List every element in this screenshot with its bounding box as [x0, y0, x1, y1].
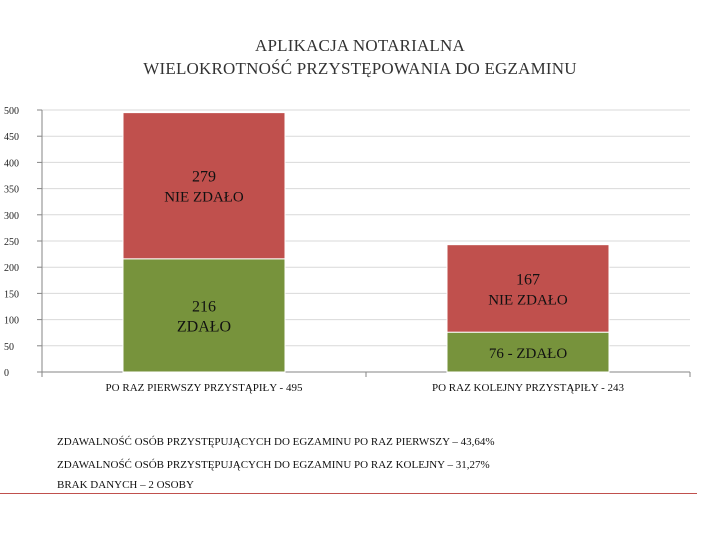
pass-rate-repeat-attempt-note: ZDAWALNOŚĆ OSÓB PRZYSTĘPUJĄCYCH DO EGZAM…: [57, 459, 490, 471]
y-tick-label: 500: [4, 106, 19, 117]
y-tick-label: 150: [4, 289, 19, 300]
y-tick-label: 450: [4, 132, 19, 143]
data-label: 216: [192, 298, 216, 315]
chart-title-line-2: WIELOKROTNOŚĆ PRZYSTĘPOWANIA DO EGZAMINU: [143, 59, 577, 78]
y-tick-label: 0: [4, 368, 9, 379]
missing-data-note: BRAK DANYCH – 2 OSOBY: [57, 479, 194, 491]
x-category-label: PO RAZ PIERWSZY PRZYSTĄPIŁY - 495: [106, 382, 303, 394]
data-label: ZDAŁO: [177, 318, 231, 335]
data-label: 167: [516, 271, 540, 288]
data-label: NIE ZDAŁO: [164, 190, 244, 206]
data-label: 279: [192, 169, 216, 186]
data-label: NIE ZDAŁO: [488, 292, 568, 308]
x-category-label: PO RAZ KOLEJNY PRZYSTĄPIŁY - 243: [432, 382, 624, 394]
bar-segment-passed: [446, 331, 610, 373]
y-tick-label: 300: [4, 211, 19, 222]
pass-rate-first-attempt-note: ZDAWALNOŚĆ OSÓB PRZYSTĘPUJĄCYCH DO EGZAM…: [57, 436, 495, 448]
bar-segment-failed: [446, 244, 610, 333]
y-tick-label: 50: [4, 342, 14, 353]
y-tick-label: 400: [4, 158, 19, 169]
bottom-divider: [0, 493, 697, 494]
bar-segment-failed: [122, 112, 286, 260]
y-tick-label: 200: [4, 263, 19, 274]
y-tick-label: 250: [4, 237, 19, 248]
y-tick-label: 100: [4, 316, 19, 327]
bar-chart: 0 50 100 150 200 250 300 350 400 450 500 216 ZDAŁO 27…: [4, 106, 691, 394]
y-tick-label: 350: [4, 185, 19, 196]
bar-segment-passed: [122, 258, 286, 373]
data-label: 76 - ZDAŁO: [489, 346, 567, 362]
chart-title-line-1: APLIKACJA NOTARIALNA: [255, 36, 465, 55]
